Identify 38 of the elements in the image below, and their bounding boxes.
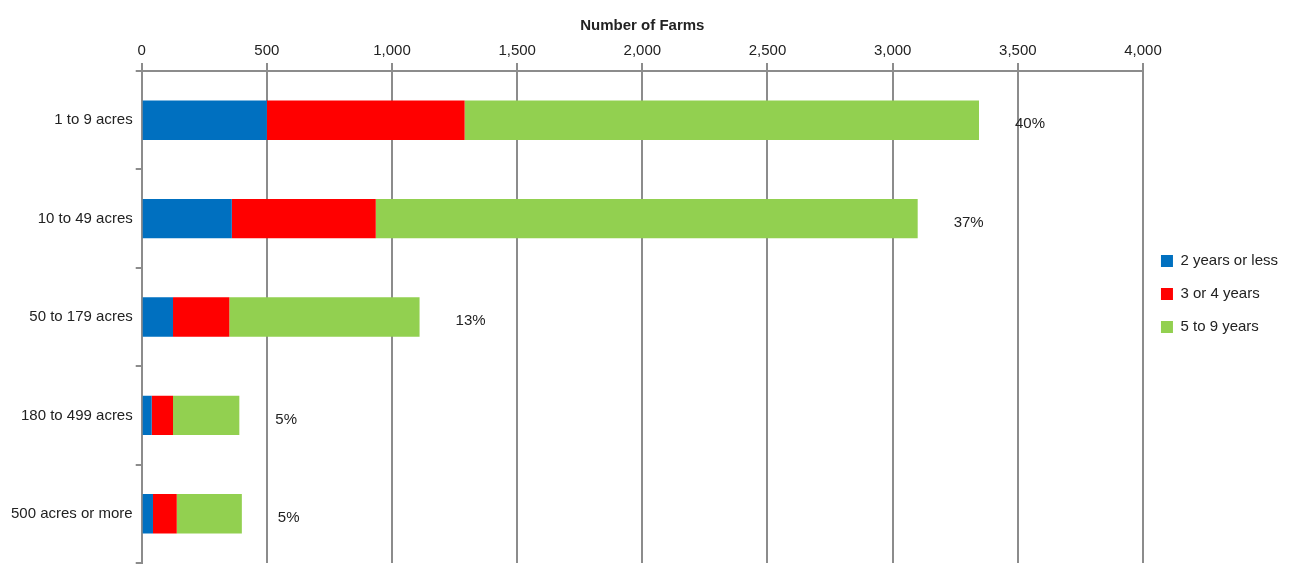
- bar: [142, 395, 152, 436]
- legend-label: 5 to 9 years: [1180, 317, 1259, 335]
- y-tick-label: 1 to 9 acres: [54, 110, 133, 128]
- x-tick-label: 4,000: [1124, 41, 1162, 59]
- bar: [173, 297, 230, 337]
- x-tick-label: 2,000: [623, 41, 662, 59]
- y-tick-label: 10 to 49 acres: [37, 208, 133, 226]
- y-tick-label: 180 to 499 acres: [20, 405, 133, 423]
- x-axis-title: Number of Farms: [580, 16, 705, 34]
- annotation: 13%: [455, 311, 486, 329]
- annotation: 5%: [277, 507, 300, 525]
- bar: [266, 100, 465, 140]
- y-tick-label: 500 acres or more: [10, 503, 133, 521]
- x-tick-label: 3,000: [873, 41, 912, 59]
- bar: [173, 395, 240, 436]
- bar: [142, 494, 153, 534]
- bar: [142, 198, 232, 239]
- bar: [375, 198, 918, 239]
- legend-label: 2 years or less: [1180, 251, 1279, 269]
- x-tick-label: 0: [137, 41, 146, 59]
- legend-label: 3 or 4 years: [1180, 284, 1260, 302]
- y-tick-label: 50 to 179 acres: [29, 307, 133, 325]
- annotation: 37%: [953, 212, 984, 230]
- annotation: 40%: [1015, 114, 1046, 132]
- x-tick-label: 1,000: [373, 41, 411, 59]
- bar: [231, 198, 376, 239]
- bar: [464, 100, 980, 140]
- x-tick-label: 3,500: [999, 41, 1037, 59]
- x-tick-label: 2,500: [748, 41, 787, 59]
- bar: [142, 100, 267, 140]
- annotation: 5%: [275, 409, 298, 427]
- x-tick-label: 500: [254, 41, 280, 59]
- bar: [229, 297, 420, 337]
- bar: [142, 297, 174, 337]
- bar: [151, 395, 174, 436]
- bar: [152, 494, 177, 534]
- x-tick-label: 1,500: [498, 41, 536, 59]
- bar: [176, 494, 242, 534]
